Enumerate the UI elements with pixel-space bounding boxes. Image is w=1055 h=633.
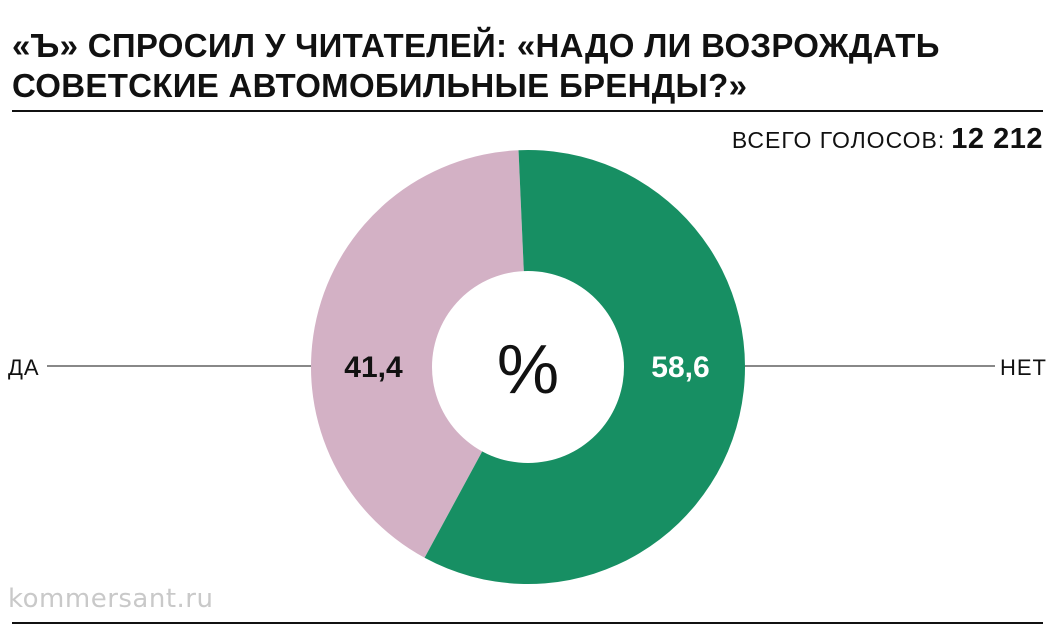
donut-slice-yes [311, 150, 528, 558]
top-divider [12, 110, 1043, 112]
bottom-divider [12, 622, 1043, 624]
chart-title-line-2: СОВЕТСКИЕ АВТОМОБИЛЬНЫЕ БРЕНДЫ?» [12, 67, 748, 104]
chart-title-line-1: «Ъ» СПРОСИЛ У ЧИТАТЕЛЕЙ: «НАДО ЛИ ВОЗРОЖ… [12, 27, 940, 64]
chart-title: «Ъ» СПРОСИЛ У ЧИТАТЕЛЕЙ: «НАДО ЛИ ВОЗРОЖ… [12, 26, 1042, 106]
watermark: kommersant.ru [8, 584, 214, 614]
category-label-no: НЕТ [1000, 355, 1047, 380]
value-label-yes: 41,4 [344, 351, 403, 384]
category-label-yes: ДА [8, 355, 40, 380]
total-votes-value: 12 212 [951, 123, 1043, 155]
donut-hole [432, 271, 624, 463]
total-votes-label: ВСЕГО ГОЛОСОВ: [731, 127, 946, 153]
value-label-no: 58,6 [651, 351, 709, 384]
total-votes: ВСЕГО ГОЛОСОВ: 12 212 [732, 122, 1043, 157]
unit-label: % [497, 330, 559, 408]
slice-labels: ДА 41,4 НЕТ 58,6 [8, 351, 1047, 384]
